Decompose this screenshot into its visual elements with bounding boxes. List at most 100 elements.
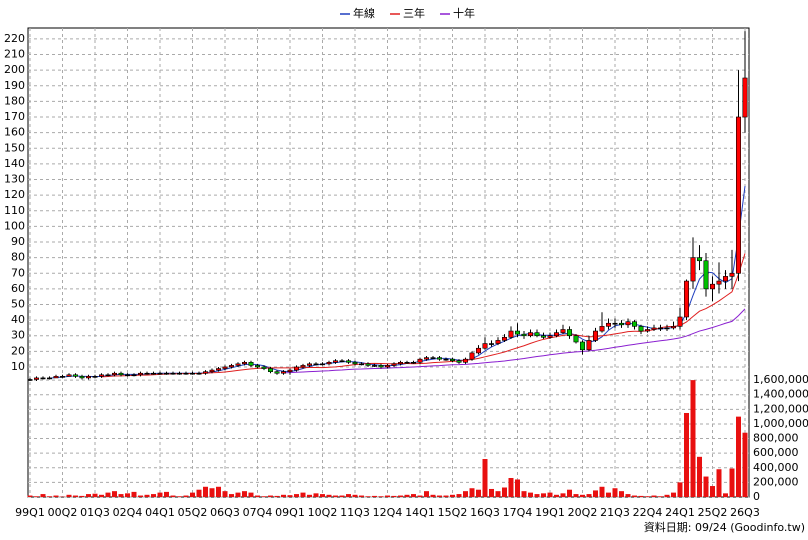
x-tick-label: 20Q2: [568, 506, 598, 519]
y2-tick-label: 200,000: [753, 475, 799, 488]
candle-body: [352, 361, 358, 365]
candle-body: [709, 283, 715, 290]
legend-label: 十年: [453, 6, 475, 20]
y-tick-label: 160: [4, 126, 25, 139]
volume-bar: [27, 495, 33, 497]
volume-bar: [183, 495, 189, 497]
volume-bar: [372, 495, 377, 497]
x-tick-label: 17Q4: [503, 506, 533, 519]
x-tick-label: 24Q1: [665, 506, 695, 519]
candle-body: [417, 358, 423, 363]
x-tick-label: 14Q1: [405, 506, 435, 519]
candle-body: [190, 372, 196, 375]
volume-bar: [599, 486, 605, 497]
y-tick-label: 110: [4, 204, 25, 217]
volume-bar: [716, 469, 722, 497]
candle-body: [222, 366, 228, 369]
volume-bar: [684, 412, 689, 497]
candle-body: [183, 372, 189, 375]
y-tick-label: 210: [4, 48, 25, 61]
volume-bar: [450, 494, 455, 497]
candle-body: [573, 335, 579, 343]
candle-body: [722, 276, 728, 282]
volume-bar: [112, 491, 117, 497]
x-tick-label: 06Q3: [210, 506, 240, 519]
candle-body: [79, 376, 85, 379]
volume-bar: [703, 476, 709, 497]
volume-bar: [261, 496, 267, 497]
y2-tick-label: 600,000: [753, 446, 799, 459]
candle-body: [33, 377, 39, 380]
candle-body: [144, 372, 150, 375]
candle-body: [605, 322, 611, 327]
volume-bar: [66, 494, 72, 497]
candle-body: [469, 352, 475, 360]
x-tick-label: 21Q3: [600, 506, 630, 519]
volume-bar: [86, 494, 91, 497]
volume-bar: [658, 496, 663, 497]
volume-bar: [339, 495, 345, 497]
volume-bar: [489, 488, 494, 497]
candle-body: [449, 358, 455, 362]
volume-bar: [131, 491, 137, 497]
ma-line: [101, 253, 746, 378]
volume-bar: [606, 492, 611, 497]
candle-body: [410, 361, 416, 364]
candle-body: [521, 333, 527, 337]
candle-body: [488, 343, 494, 345]
volume-bar: [404, 494, 410, 497]
y-tick-label: 40: [11, 313, 25, 326]
volume-bar: [144, 494, 150, 497]
y-tick-label: 50: [11, 297, 25, 310]
candle-body: [164, 372, 170, 375]
volume-bar: [105, 492, 111, 497]
candle-body: [248, 361, 254, 366]
candle-body: [203, 371, 209, 374]
volume-bar: [632, 495, 637, 497]
volume-bar: [690, 380, 696, 497]
candle-body: [209, 369, 215, 372]
candle-body: [404, 361, 410, 364]
volume-bar: [326, 494, 332, 497]
candle-body: [46, 377, 52, 380]
volume-bar: [424, 491, 429, 497]
volume-bar: [79, 495, 85, 497]
volume-bar: [34, 496, 39, 497]
volume-bar: [430, 494, 436, 497]
candle-body: [274, 371, 280, 374]
x-tick-label: 07Q4: [243, 506, 273, 519]
candle-body: [703, 260, 709, 290]
candle-body: [287, 369, 293, 372]
volume-bar: [157, 492, 163, 497]
candle-body: [475, 347, 481, 354]
candle-body: [436, 357, 442, 360]
candle-body: [462, 358, 468, 363]
volume-bar: [190, 492, 195, 497]
candle-body: [313, 363, 319, 366]
volume-bar: [534, 494, 540, 497]
volume-bar: [508, 478, 514, 497]
candle-body: [397, 361, 403, 365]
candle-body: [664, 327, 670, 330]
volume-bar: [268, 495, 273, 497]
y-tick-label: 70: [11, 266, 25, 279]
candle-body: [319, 363, 325, 366]
candle-body: [677, 316, 683, 327]
volume-bar: [560, 493, 566, 497]
volume-bar: [729, 468, 735, 497]
candle-body: [735, 116, 741, 274]
y-tick-label: 220: [4, 32, 25, 45]
volume-bar: [242, 491, 247, 497]
candle-body: [482, 343, 488, 349]
volume-bar: [300, 492, 306, 497]
volume-bar: [307, 494, 312, 497]
candle-body: [267, 368, 273, 372]
volume-bar: [528, 492, 533, 497]
footer: 資料日期: 09/24 (Goodinfo.tw): [644, 520, 805, 534]
x-tick-label: 26Q3: [730, 506, 760, 519]
volume-bar: [177, 496, 182, 497]
candle-body: [378, 365, 384, 368]
candle-body: [586, 340, 592, 351]
candle-body: [670, 326, 676, 329]
